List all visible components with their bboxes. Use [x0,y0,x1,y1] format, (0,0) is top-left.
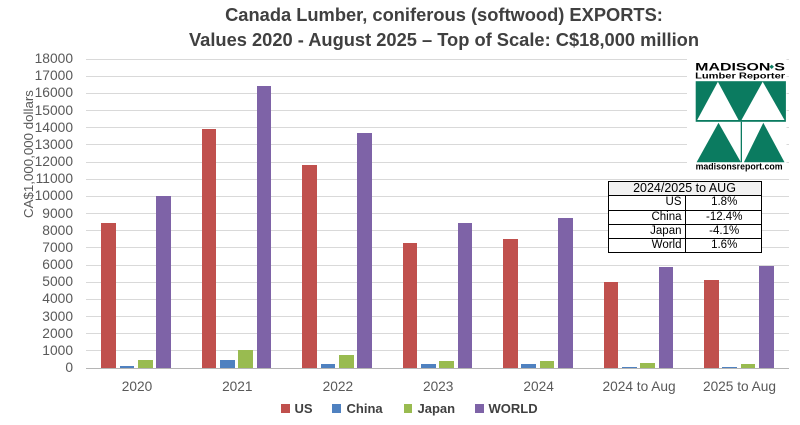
svg-text:S: S [774,62,785,74]
svg-text:Lumber Reporter: Lumber Reporter [695,72,785,81]
svg-text:madisonsreport.com: madisonsreport.com [696,161,783,171]
svg-text:MADISON: MADISON [695,62,770,74]
